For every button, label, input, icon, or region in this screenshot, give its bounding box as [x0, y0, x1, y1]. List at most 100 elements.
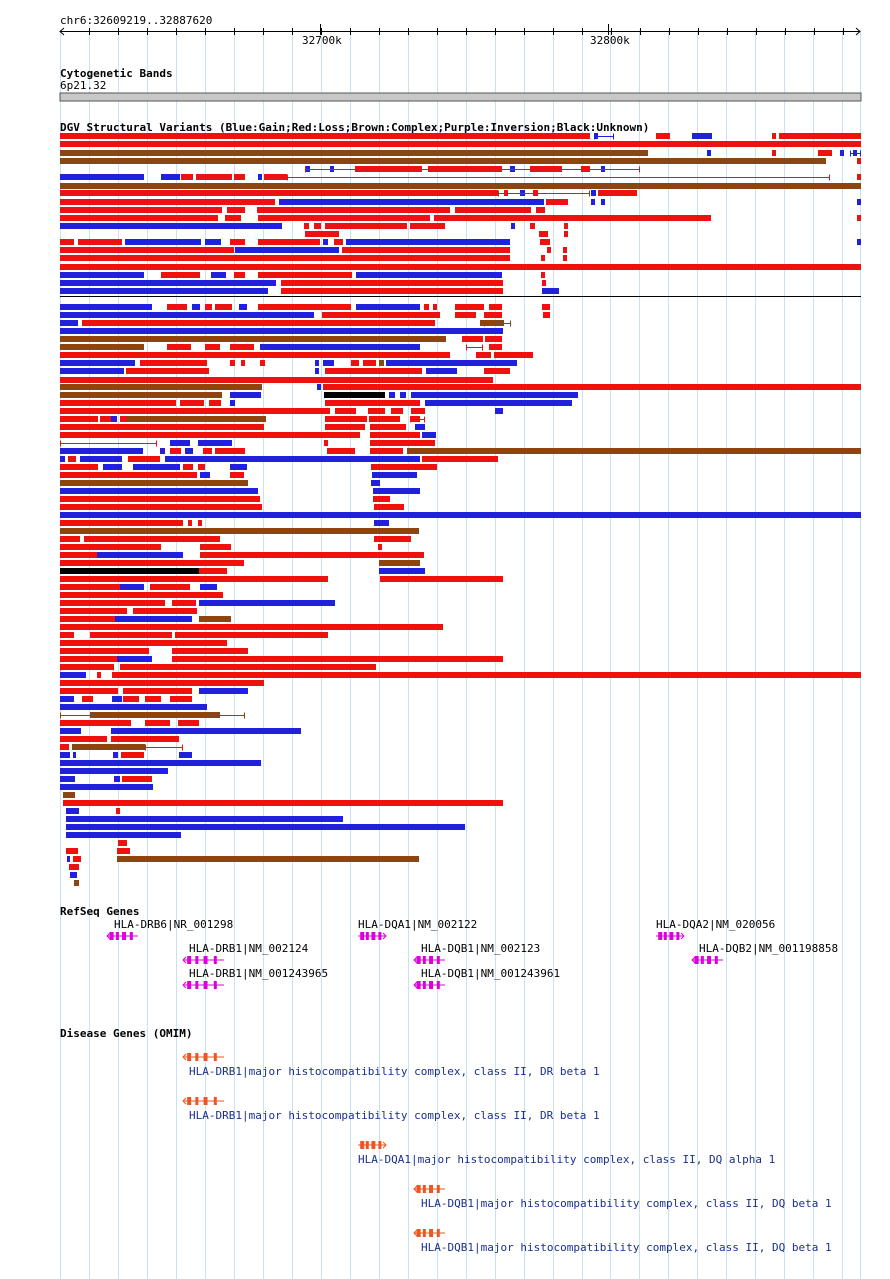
dgv-variant-bar [234, 272, 245, 278]
dgv-variant-bar [379, 568, 425, 574]
dgv-variant-bar [120, 584, 144, 590]
dgv-variant-bar [111, 728, 301, 734]
dgv-variant-bar [60, 312, 314, 318]
dgv-variant-bar [199, 600, 335, 606]
dgv-variant-bar [356, 304, 420, 310]
omim-gene-exon [429, 1229, 434, 1237]
dgv-variant-bar [772, 133, 776, 139]
dgv-variant-bar [90, 632, 172, 638]
dgv-variant-bar [60, 288, 268, 294]
omim-entry-label[interactable]: HLA-DQA1|major histocompatibility comple… [358, 1153, 776, 1166]
dgv-variant-bar [172, 600, 196, 606]
dgv-variant-bar [160, 448, 165, 454]
dgv-variant-bar [60, 280, 276, 286]
refseq-gene-exon [694, 956, 699, 964]
dgv-variant-bar [60, 352, 450, 358]
dgv-variant-bar [411, 392, 578, 398]
refseq-gene-exon [213, 981, 217, 989]
dgv-variant-bar [369, 416, 400, 422]
dgv-variant-bar [410, 223, 445, 229]
dgv-variant-bar [117, 848, 130, 854]
dgv-variant-bar [281, 280, 503, 286]
omim-entry-label[interactable]: HLA-DQB1|major histocompatibility comple… [421, 1241, 832, 1254]
dgv-variant-bar [60, 680, 264, 686]
dgv-variant-bar [181, 174, 193, 180]
dgv-variant-bar [60, 776, 75, 782]
dgv-variant-bar [198, 520, 202, 526]
dgv-variant-bar [564, 231, 568, 237]
dgv-variant-bar [425, 400, 572, 406]
omim-gene-strand-arrow [182, 1053, 187, 1061]
omim-track-title[interactable]: Disease Genes (OMIM) [60, 1027, 193, 1040]
dgv-variant-bar [122, 776, 152, 782]
dgv-variant-bar [60, 377, 493, 383]
refseq-gene-label[interactable]: HLA-DRB1|NM_002124 [189, 942, 309, 955]
omim-entry-label[interactable]: HLA-DQB1|major histocompatibility comple… [421, 1197, 832, 1210]
dgv-variant-bar [325, 368, 422, 374]
dgv-variant-bar [60, 344, 144, 350]
cytoband-bar [59, 92, 862, 102]
refseq-track-title[interactable]: RefSeq Genes [60, 905, 140, 918]
dgv-variant-bar [60, 656, 117, 662]
omim-gene-exon [422, 1229, 426, 1237]
refseq-gene-label[interactable]: HLA-DRB6|NR_001298 [114, 918, 234, 931]
dgv-variant-bar [60, 704, 207, 710]
dgv-variant-bar [60, 616, 115, 622]
dgv-variant-bar [199, 688, 248, 694]
dgv-variant-bar [840, 150, 844, 156]
dgv-track-title[interactable]: DGV Structural Variants (Blue:Gain;Red:L… [60, 121, 650, 134]
refseq-gene-label[interactable]: HLA-DRB1|NM_001243965 [189, 967, 329, 980]
dgv-variant-bar [111, 416, 117, 422]
dgv-variant-bar [260, 360, 265, 366]
refseq-gene-label[interactable]: HLA-DQB2|NM_001198858 [699, 942, 839, 955]
omim-gene-exon [429, 1185, 434, 1193]
dgv-variant-bar [60, 784, 153, 790]
dgv-variant-bar [235, 247, 339, 253]
ruler-tick-label-32800k: 32800k [590, 34, 630, 47]
dgv-variant-bar [127, 416, 266, 422]
dgv-variant-bar [374, 504, 404, 510]
omim-gene-exon [436, 1185, 440, 1193]
dgv-variant-bar [455, 312, 476, 318]
dgv-variant-bar [199, 616, 231, 622]
dgv-variant-bar [200, 544, 231, 550]
dgv-variant-bar [539, 231, 548, 237]
omim-gene-exon [203, 1097, 208, 1105]
refseq-gene-label[interactable]: HLA-DQA2|NM_020056 [656, 918, 776, 931]
dgv-variant-bar [66, 808, 79, 814]
dgv-variant-bar [426, 368, 457, 374]
region-label: chr6:32609219..32887620 [60, 14, 213, 27]
dgv-variant-bar [170, 696, 192, 702]
dgv-variant-bar [60, 400, 176, 406]
refseq-gene-label[interactable]: HLA-DQB1|NM_001243961 [421, 967, 561, 980]
refseq-gene-exon [203, 981, 208, 989]
dgv-variant-bar [196, 174, 232, 180]
dgv-variant-bar [179, 752, 192, 758]
dgv-variant-bar [305, 231, 339, 237]
dgv-variant-bar [530, 223, 535, 229]
dgv-variant-bar [63, 792, 75, 798]
dgv-variant-bar [161, 272, 200, 278]
refseq-gene-exon [187, 981, 192, 989]
cytoband-track-title[interactable]: Cytogenetic Bands [60, 67, 173, 80]
dgv-variant-bar [60, 528, 419, 534]
dgv-variant-bar [351, 360, 359, 366]
refseq-gene-exon [676, 932, 680, 940]
refseq-gene-label[interactable]: HLA-DQA1|NM_002122 [358, 918, 478, 931]
refseq-gene-exon [707, 956, 712, 964]
dgv-variant-bar [857, 158, 861, 164]
dgv-variant-bar [60, 255, 510, 261]
dgv-variant-bar [140, 360, 207, 366]
dgv-variant-bar [656, 133, 670, 139]
dgv-variant-bar [692, 133, 712, 139]
dgv-variant-bar [379, 560, 420, 566]
omim-entry-label[interactable]: HLA-DRB1|major histocompatibility comple… [189, 1065, 600, 1078]
omim-entry-label[interactable]: HLA-DRB1|major histocompatibility comple… [189, 1109, 600, 1122]
dgv-variant-bar [484, 368, 510, 374]
refseq-gene-label[interactable]: HLA-DQB1|NM_002123 [421, 942, 541, 955]
refseq-gene-exon [669, 932, 674, 940]
dgv-variant-bar [323, 360, 334, 366]
omim-gene-strand-arrow [382, 1141, 387, 1149]
dgv-variant-bar [60, 752, 70, 758]
dgv-variant-bar [386, 360, 517, 366]
